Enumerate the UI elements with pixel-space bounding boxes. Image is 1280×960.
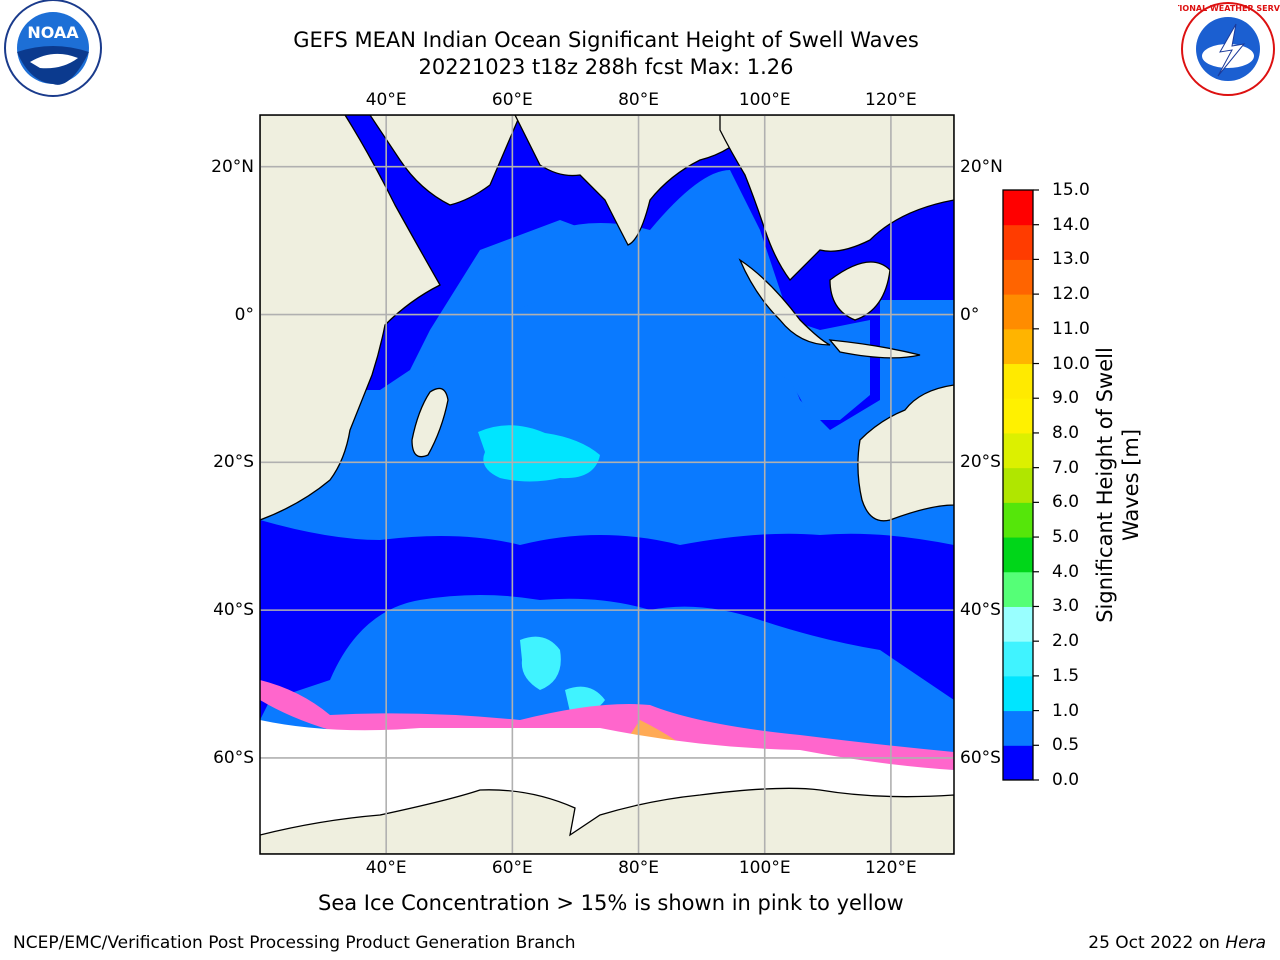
nws-logo: NATIONAL WEATHER SERVICE [1178, 2, 1280, 96]
lon-label-top: 80°E [618, 90, 659, 110]
colorbar-tick-label: 3.0 [1052, 596, 1080, 617]
colorbar-segment [1003, 606, 1033, 642]
colorbar-tick-label: 1.0 [1052, 700, 1080, 721]
lat-label-left: 0° [234, 304, 254, 325]
colorbar-segment [1003, 190, 1033, 226]
colorbar-tick-label: 4.0 [1052, 561, 1080, 582]
lon-label-bottom: 120°E [865, 858, 917, 878]
lon-label-bottom: 60°E [491, 858, 533, 878]
lon-label-top: 40°E [365, 90, 407, 110]
lat-label-left: 60°S [213, 747, 254, 768]
nws-logo-text: NATIONAL WEATHER SERVICE [1178, 4, 1280, 13]
land-antarctica [260, 787, 954, 854]
land-java [828, 339, 921, 359]
colorbar-tick-label: 11.0 [1052, 318, 1090, 339]
land-australia [857, 384, 954, 522]
lon-label-top: 120°E [865, 90, 917, 110]
lat-label-right: 40°S [960, 600, 1001, 621]
colorbar-segment [1003, 571, 1033, 607]
land-arabia [369, 115, 521, 206]
lon-label-bottom: 80°E [618, 858, 659, 878]
colorbar-tick-label: 2.0 [1052, 631, 1080, 652]
land-southeast-asia [719, 115, 954, 281]
colorbar-segment [1003, 675, 1033, 712]
lon-label-bottom: 100°E [738, 858, 791, 878]
lat-label-right: 20°N [960, 156, 1003, 177]
colorbar-segment [1003, 467, 1033, 503]
colorbar-tick-label: 6.0 [1052, 492, 1080, 513]
land-africa [260, 115, 441, 521]
colorbar-tick-label: 7.0 [1052, 457, 1080, 478]
colorbar-segment [1003, 398, 1033, 434]
colorbar-tick-label: 15.0 [1052, 180, 1090, 200]
lon-label-top: 100°E [738, 90, 791, 110]
map-subtitle: 20221023 t18z 288h fcst Max: 1.26 [418, 55, 794, 79]
swell-patch-central [478, 425, 600, 482]
ocean-mid-band-north [420, 170, 870, 420]
colorbar [1002, 189, 1039, 781]
colorbar-tick-label: 10.0 [1052, 353, 1090, 374]
colorbar-segment [1003, 537, 1033, 573]
colorbar-segment [1003, 502, 1033, 538]
lon-label-bottom: 40°E [365, 858, 407, 878]
lat-label-left: 20°N [211, 156, 254, 177]
sea-ice-note: Sea Ice Concentration > 15% is shown in … [318, 891, 904, 915]
footer-host: Hera [1225, 933, 1266, 953]
lon-label-top: 60°E [491, 90, 533, 110]
ocean-mid-band-south [260, 595, 954, 720]
colorbar-tick-label: 0.0 [1052, 770, 1080, 790]
colorbar-label: Significant Height of Swell Waves [m] [1093, 347, 1143, 623]
lat-label-right: 0° [960, 304, 980, 325]
sea-ice-edge [260, 680, 954, 770]
noaa-logo: NOAA [4, 0, 102, 97]
footer-date: 25 Oct 2022 on Hera [1088, 933, 1266, 953]
colorbar-segment [1003, 259, 1033, 295]
graticule [260, 115, 954, 854]
map-frame [259, 114, 955, 855]
colorbar-segment [1003, 641, 1033, 677]
colorbar-segment [1003, 710, 1033, 746]
land-borneo [829, 261, 891, 321]
colorbar-tick-label: 5.0 [1052, 527, 1080, 548]
colorbar-segment [1003, 328, 1033, 365]
colorbar-tick-label: 14.0 [1052, 214, 1090, 235]
colorbar-tick-label: 1.5 [1052, 665, 1080, 686]
colorbar-tick-label: 9.0 [1052, 388, 1080, 409]
colorbar-frame [1002, 189, 1034, 781]
colorbar-segment [1003, 363, 1033, 399]
map-title: GEFS MEAN Indian Ocean Significant Heigh… [293, 28, 919, 52]
colorbar-tick-label: 0.5 [1052, 735, 1080, 756]
colorbar-segment [1003, 294, 1033, 330]
footer-branch: NCEP/EMC/Verification Post Processing Pr… [13, 933, 576, 953]
colorbar-segment [1003, 745, 1033, 781]
land-india [514, 115, 761, 246]
colorbar-tick-label: 12.0 [1052, 284, 1090, 305]
colorbar-segment [1003, 224, 1033, 260]
lat-label-right: 20°S [960, 452, 1001, 473]
lat-label-right: 60°S [960, 747, 1001, 768]
land-madagascar [411, 387, 449, 458]
colorbar-tick-label: 13.0 [1052, 249, 1090, 270]
colorbar-tick-label: 8.0 [1052, 422, 1080, 443]
noaa-logo-text: NOAA [27, 23, 79, 42]
colorbar-segment [1003, 432, 1033, 469]
swell-patch-south [520, 636, 561, 690]
lat-label-left: 40°S [213, 600, 254, 621]
lat-label-left: 20°S [213, 452, 254, 473]
